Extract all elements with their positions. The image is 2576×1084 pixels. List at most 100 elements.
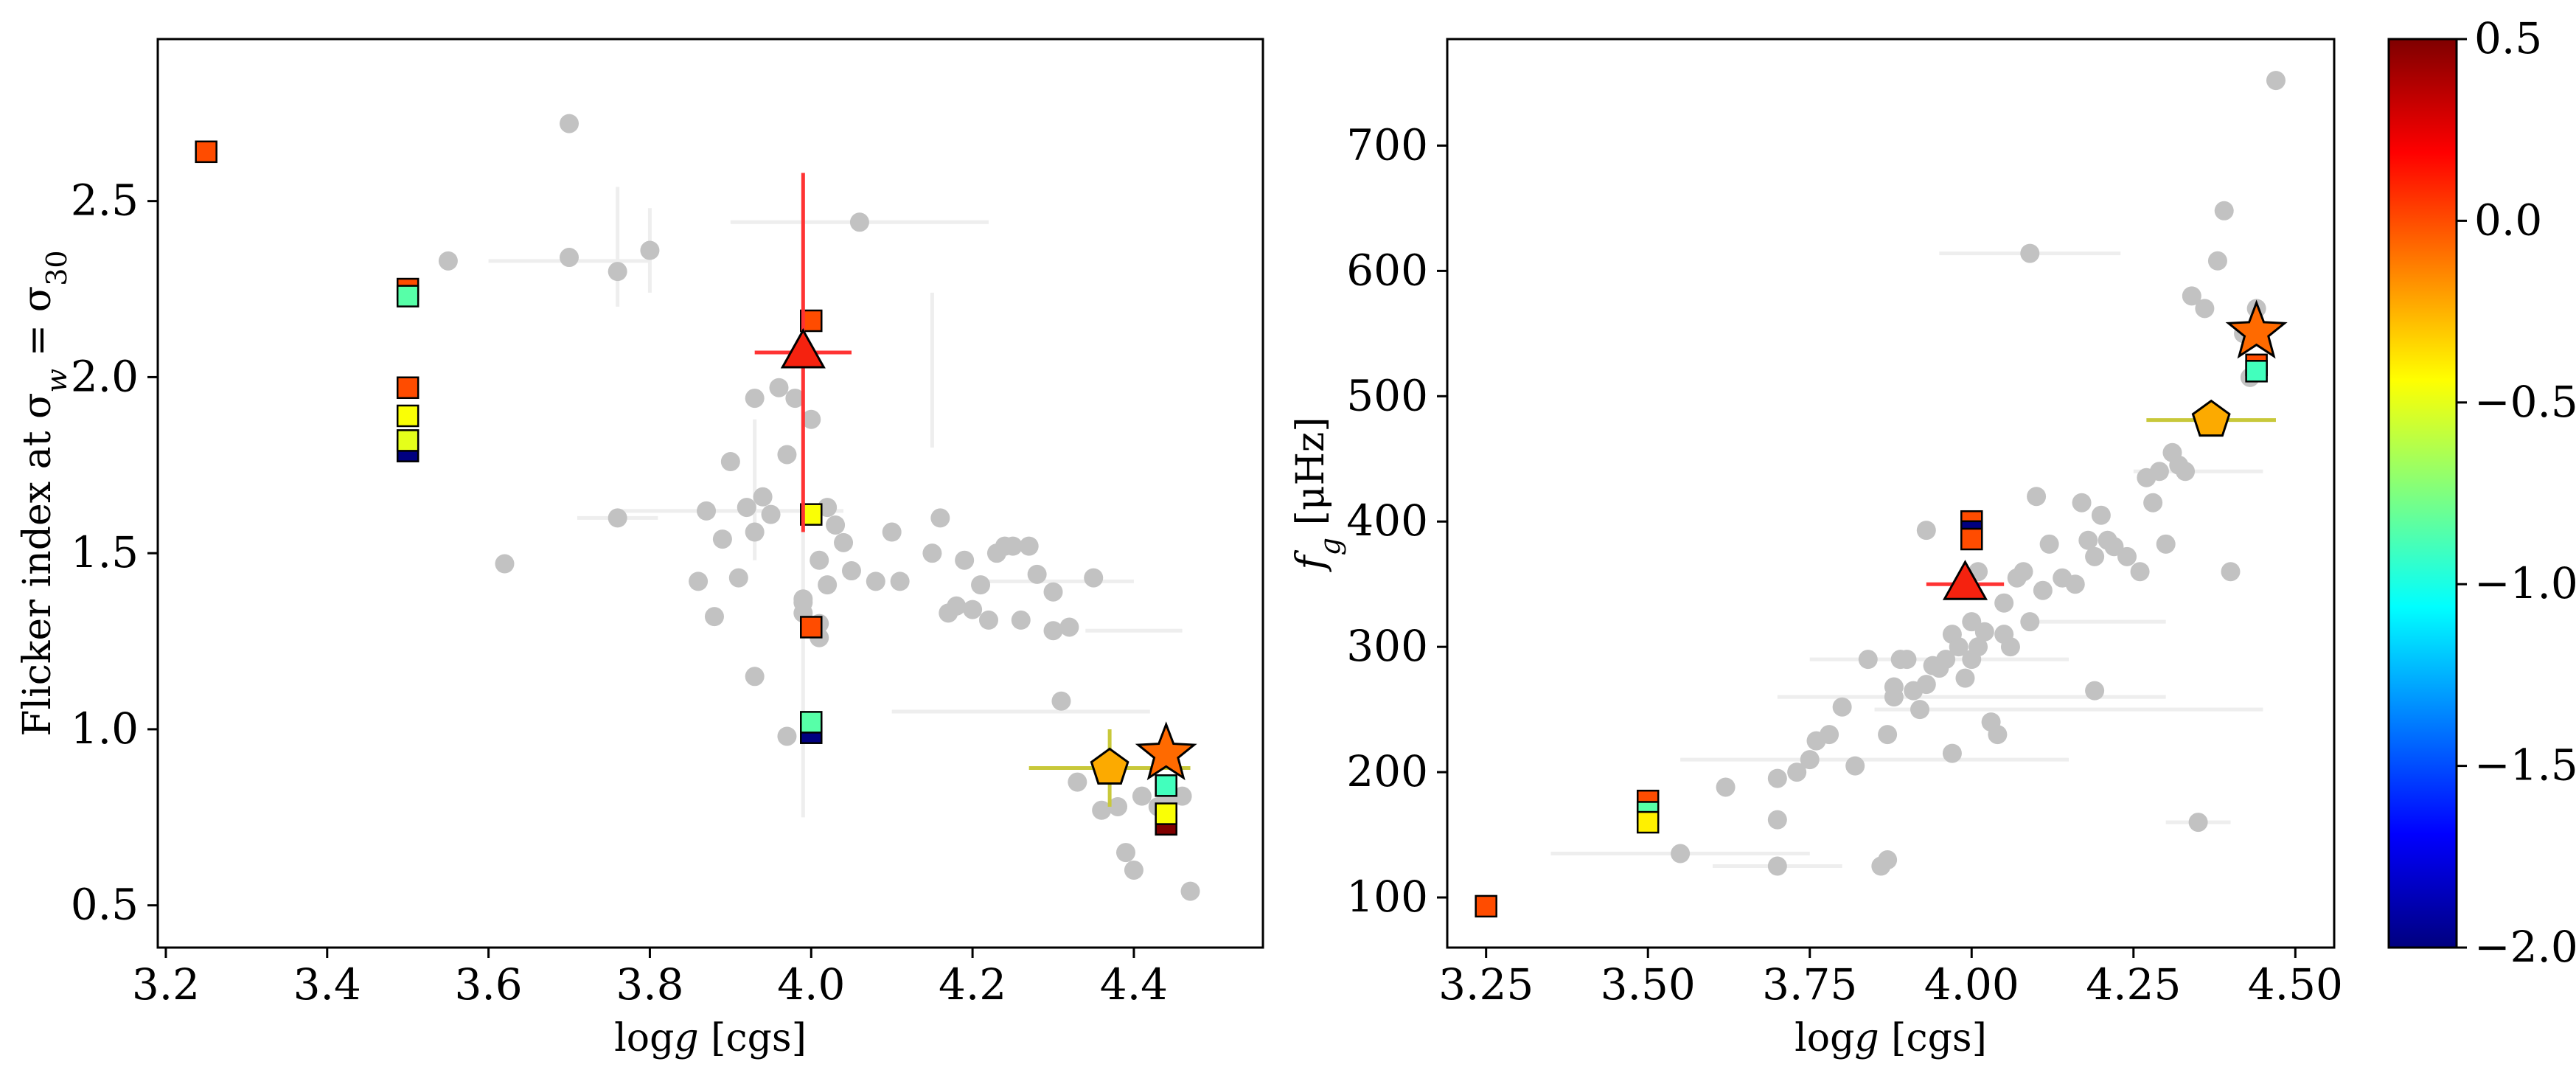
x-tick-label: 3.6 — [454, 959, 522, 1010]
grey-point — [2221, 562, 2241, 582]
grey-point — [2091, 505, 2111, 525]
grey-point — [793, 593, 813, 613]
grey-point — [1962, 612, 1982, 632]
x-tick-label: 4.50 — [2248, 959, 2343, 1010]
grey-point — [2214, 201, 2234, 220]
y-axis-label-part: Flicker index at σ — [15, 392, 60, 736]
grey-point — [2182, 286, 2201, 306]
y-axis-label: Flicker index at σw = σ30 — [15, 250, 73, 736]
colorbar-tick-label: 0.0 — [2474, 195, 2542, 245]
grey-point — [1916, 675, 1936, 695]
colored-square-marker — [1960, 527, 1983, 551]
grey-point — [826, 515, 846, 535]
grey-point — [866, 571, 885, 591]
y-axis-label: fg [μHz] — [1289, 417, 1346, 572]
grey-point — [801, 409, 821, 429]
grey-point — [1878, 725, 1898, 745]
colorbar-tick-label: −2.0 — [2474, 922, 2576, 972]
grey-point — [745, 667, 765, 687]
grey-point — [2085, 546, 2105, 566]
grey-point — [1027, 564, 1047, 584]
x-tick-label: 4.25 — [2086, 959, 2181, 1010]
grey-point — [1767, 768, 1787, 788]
grey-point — [608, 262, 627, 282]
grey-point — [1787, 762, 1807, 782]
grey-point — [1671, 844, 1691, 864]
grey-point — [1767, 856, 1787, 876]
grey-point — [777, 445, 797, 465]
grey-point — [2130, 562, 2150, 582]
left-panel-flicker-index: 3.2 3.4 3.6 3.8 4.0 4.2 4.4 0.5 1.0 1.5 2.0 2.5 logg… — [15, 38, 1264, 1060]
y-tick-label: 2.0 — [71, 351, 139, 401]
colorbar-gradient — [2387, 38, 2458, 949]
grey-point — [689, 571, 709, 591]
grey-point — [841, 561, 861, 581]
grey-point — [1019, 536, 1039, 556]
x-tick-label: 3.75 — [1762, 959, 1857, 1010]
grey-point — [1916, 521, 1936, 541]
grey-point — [2156, 534, 2176, 554]
x-axis-label: logg [cgs] — [614, 1016, 807, 1060]
grey-point — [2137, 468, 2156, 487]
x-tick-label: 3.25 — [1438, 959, 1534, 1010]
grey-point — [1011, 610, 1031, 630]
grey-point — [495, 554, 515, 574]
grey-point — [769, 378, 789, 397]
grey-point — [560, 114, 579, 133]
y-tick-label: 600 — [1346, 245, 1428, 295]
y-axis-label-part: [μHz] — [1289, 417, 1333, 538]
y-axis-label-part: 30 — [41, 250, 73, 285]
grey-point — [1115, 843, 1135, 863]
colored-square-marker — [1636, 810, 1660, 834]
grey-point — [1092, 800, 1112, 820]
grey-point — [882, 522, 902, 542]
colorbar: 0.5 0.0 −0.5 −1.0 −1.5 −2.0 — [2387, 13, 2576, 972]
y-tick-label: 500 — [1346, 370, 1428, 420]
grey-point — [640, 240, 660, 260]
grey-point — [2195, 299, 2215, 319]
grey-point — [777, 726, 797, 746]
grey-point — [1897, 650, 1917, 670]
colored-square-marker — [800, 616, 823, 639]
colored-square-marker — [1475, 894, 1497, 918]
x-axis-label-part: [cgs] — [699, 1016, 807, 1060]
grey-point — [818, 498, 838, 518]
x-axis-label-part: [cgs] — [1879, 1016, 1987, 1060]
y-tick-label: 700 — [1346, 119, 1428, 170]
x-tick-label: 3.4 — [293, 959, 361, 1010]
grey-point — [1955, 668, 1975, 688]
grey-point — [1068, 772, 1087, 792]
y-tick-label: 0.5 — [71, 880, 139, 930]
grey-point — [438, 251, 458, 271]
grey-point — [1108, 796, 1128, 816]
grey-point — [1084, 568, 1104, 588]
y-tick-label: 2.5 — [71, 176, 139, 226]
grey-point — [810, 550, 829, 570]
grey-point — [2104, 537, 2124, 557]
x-axis-label-part: g — [674, 1016, 698, 1060]
grey-point — [1942, 743, 1962, 763]
grey-point — [849, 212, 869, 232]
grey-point — [560, 248, 579, 268]
grey-point — [1051, 691, 1071, 711]
grey-point — [1820, 725, 1839, 745]
colorbar-tick-label: −1.0 — [2474, 558, 2576, 608]
grey-point — [1800, 750, 1820, 770]
x-tick-label: 4.0 — [777, 959, 845, 1010]
x-axis-label-part: g — [1854, 1016, 1879, 1060]
grey-point — [818, 575, 838, 595]
grey-point — [1059, 617, 1079, 637]
grey-point — [1845, 756, 1865, 776]
grey-point — [963, 600, 983, 619]
grey-point — [2078, 530, 2098, 550]
grey-point — [2039, 534, 2059, 554]
grey-point — [2013, 562, 2033, 582]
grey-point — [737, 498, 756, 518]
x-tick-label: 3.2 — [132, 959, 200, 1010]
grey-point — [1910, 700, 1930, 720]
grey-point — [2072, 493, 2092, 513]
grey-point — [1124, 860, 1143, 880]
colored-square-marker — [396, 376, 420, 399]
grey-point — [1994, 593, 2014, 613]
